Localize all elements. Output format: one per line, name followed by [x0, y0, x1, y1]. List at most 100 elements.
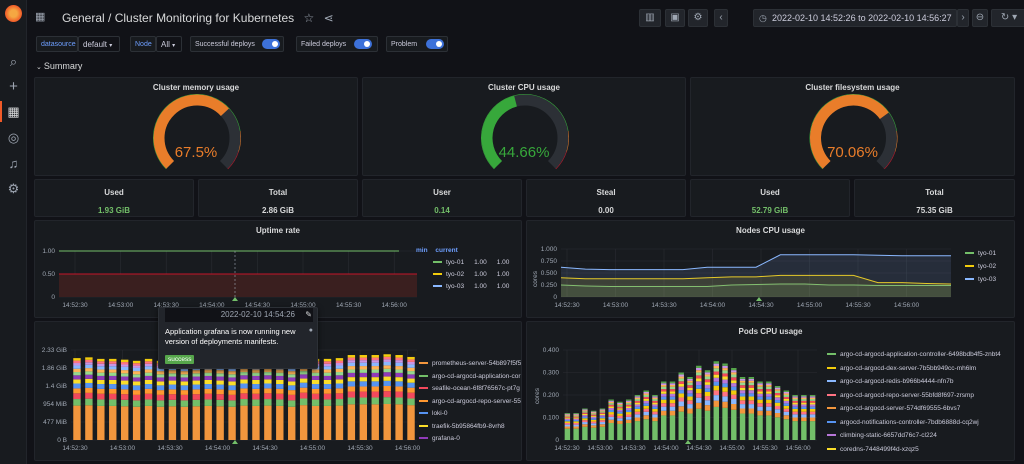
legend-item[interactable]: grafana-0 [419, 435, 521, 442]
plus-icon[interactable]: + [9, 78, 18, 95]
bar-segment [97, 372, 105, 376]
bar-segment [97, 363, 105, 367]
bar-segment [713, 406, 719, 440]
var-datasource-select[interactable]: default ▾ [78, 36, 120, 52]
legend-item[interactable]: argo-cd-argocd-application-cor [419, 373, 521, 380]
panel-cluster-memory[interactable]: Cluster memory usage 67.5% [34, 77, 358, 176]
bar-segment [97, 379, 105, 385]
dashboards-icon[interactable]: ▦ [7, 104, 20, 119]
legend-swatch [827, 447, 836, 450]
stat-value: 1.93 GiB [97, 206, 130, 215]
stat-cpu-user[interactable]: User 0.14 [362, 179, 522, 217]
stat-fs-used[interactable]: Used 52.79 GiB [690, 179, 850, 217]
bar-segment [809, 404, 816, 407]
breadcrumb[interactable]: General / Cluster Monitoring for Kuberne… [62, 11, 334, 25]
zoom-out-icon[interactable]: ⊖ [972, 9, 988, 27]
legend-item[interactable]: argocd-notifications-controller-7bdb6888… [827, 419, 979, 426]
panel-pods-cpu[interactable]: Pods CPU usage 0.400 0.300 0.200 0.100 0 14:5… [526, 321, 1015, 461]
gauge-value: 44.66% [498, 144, 550, 161]
legend-item[interactable]: argo-cd-argocd-server-574df69555-6bvs7 [827, 405, 960, 412]
bar-segment [371, 381, 379, 387]
x-tick-label: 14:52:30 [554, 302, 580, 309]
bar-segment [669, 415, 676, 440]
compass-icon[interactable]: ◎ [7, 130, 20, 145]
save-icon[interactable]: ▣ [665, 9, 685, 27]
bar-segment [599, 408, 606, 410]
legend-item[interactable]: tyo-03 [965, 276, 996, 283]
search-icon[interactable]: ⌕ [9, 54, 18, 69]
bar-segment [713, 400, 719, 407]
legend-item[interactable]: traefik-5b95864fb9-8vrh8 [419, 423, 521, 430]
bar-segment [774, 402, 781, 406]
settings-gear-icon[interactable]: ⚙ [688, 9, 708, 27]
legend-swatch [433, 285, 442, 288]
time-shift-back-icon[interactable]: ‹ [714, 9, 728, 27]
legend-item[interactable]: tyo-01 [965, 250, 996, 257]
bar-segment [335, 399, 344, 406]
bar-segment [156, 406, 165, 440]
refresh-button[interactable]: ↻ ▾ [991, 9, 1024, 27]
var-node-select[interactable]: All ▾ [156, 36, 182, 52]
bar-segment [156, 371, 165, 375]
page-title[interactable]: Cluster Monitoring for Kubernetes [114, 11, 295, 25]
bar-segment [713, 371, 719, 375]
legend-swatch [965, 265, 974, 268]
bar-segment [407, 374, 415, 379]
legend-item[interactable]: argo-cd-argocd-repo-server-55bfd8f697-zr… [827, 392, 974, 399]
stat-mem-total[interactable]: Total 2.86 GiB [198, 179, 358, 217]
bar-segment [407, 378, 415, 383]
successful-deploys-toggle[interactable] [262, 39, 280, 49]
bell-icon[interactable]: ♫ [8, 156, 19, 171]
panel-cluster-filesystem[interactable]: Cluster filesystem usage 70.06% [690, 77, 1015, 176]
bar-segment [766, 391, 772, 394]
bar-segment [809, 414, 816, 418]
failed-deploys-toggle[interactable] [354, 39, 372, 49]
time-range-picker[interactable]: ◷ 2022-02-10 14:52:26 to 2022-02-10 14:5… [753, 9, 957, 27]
bar-segment [564, 421, 571, 423]
stat-mem-used[interactable]: Used 1.93 GiB [34, 179, 194, 217]
bar-segment [582, 422, 588, 425]
bar-segment [120, 399, 129, 407]
bar-segment [573, 424, 579, 427]
legend-item[interactable]: tyo-03 1.00 1.00 [433, 283, 509, 290]
legend-item[interactable]: argo-cd-argocd-dex-server-7b5bb949cc-mh6… [827, 365, 976, 372]
panel-uptime-rate[interactable]: Uptime rate 1.00 0.50 0 14:52:30 14:53:00 14:… [34, 220, 522, 318]
legend-label: argo-cd-argocd-repo-server-55bfd8f697-zr… [840, 391, 975, 399]
legend-item[interactable]: climbing-static-6657dd76c7-cl224 [827, 432, 937, 439]
row-summary[interactable]: ⌄ Summary [36, 61, 82, 71]
add-panel-button[interactable]: ▥ [639, 9, 661, 27]
bar-segment [678, 374, 684, 377]
stat-cpu-steal[interactable]: Steal 0.00 [526, 179, 686, 217]
legend-label: tyo-01 [978, 250, 997, 257]
legend-item[interactable]: argo-cd-argocd-repo-server-55t [419, 398, 521, 405]
bar-segment [311, 399, 320, 406]
gear-icon[interactable]: ⚙ [7, 181, 20, 196]
legend-item[interactable]: tyo-02 [965, 263, 996, 270]
time-shift-forward-icon[interactable]: › [957, 9, 969, 27]
star-icon[interactable]: ☆ [303, 11, 315, 25]
edit-icon[interactable]: ✎ [305, 310, 312, 319]
problem-toggle[interactable] [426, 39, 444, 49]
legend-item[interactable]: argo-cd-argocd-application-controller-64… [827, 351, 1001, 358]
bar-segment [73, 393, 81, 400]
bar-segment [696, 365, 702, 368]
legend-item[interactable]: seafile-ocean-6f8f76567c-pt7g [419, 385, 521, 392]
legend-item[interactable]: coredns-7448499f4d-xzqz5 [827, 446, 919, 453]
legend-item[interactable]: argo-cd-argocd-redis-b966b4444-nfn7b [827, 378, 953, 385]
panel-nodes-cpu[interactable]: Nodes CPU usage 1.000 0.750 0.500 0.250 0 14:… [526, 220, 1015, 318]
breadcrumb-folder[interactable]: General [62, 11, 105, 25]
legend-item[interactable]: tyo-01 1.00 1.00 [433, 259, 509, 266]
bar-segment [73, 372, 81, 376]
share-icon[interactable]: ⋖ [323, 11, 334, 25]
legend-item[interactable]: prometheus-server-54b897f5f5 [419, 360, 521, 367]
bar-segment [264, 368, 272, 373]
stat-fs-total[interactable]: Total 75.35 GiB [854, 179, 1015, 217]
legend-item[interactable]: loki-0 [419, 410, 521, 417]
bar-segment [383, 403, 391, 440]
bar-segment [347, 381, 356, 387]
bar-segment [809, 400, 816, 403]
panel-cluster-cpu[interactable]: Cluster CPU usage 44.66% [362, 77, 686, 176]
legend-swatch [827, 407, 836, 410]
legend-item[interactable]: tyo-02 1.00 1.00 [433, 271, 509, 278]
grafana-logo-icon[interactable] [5, 5, 22, 22]
